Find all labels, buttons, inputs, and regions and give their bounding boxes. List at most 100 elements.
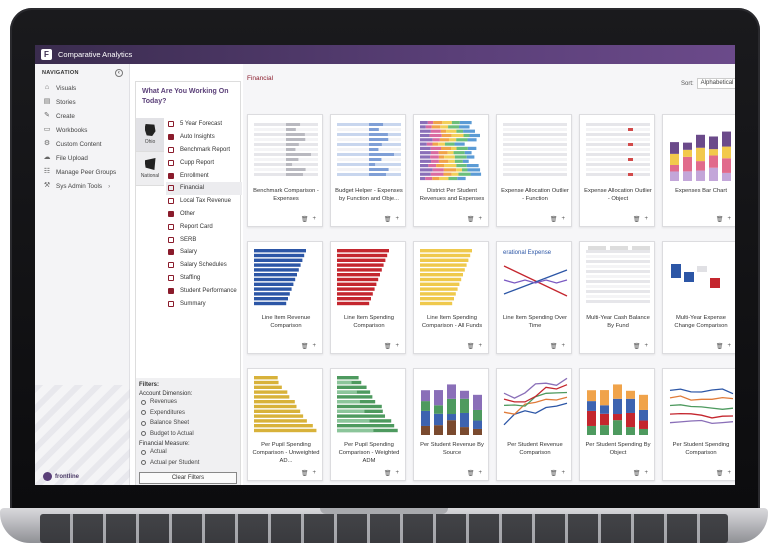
add-icon[interactable]: + [727, 216, 731, 222]
sidebar-item-stories[interactable]: ▤ Stories [35, 95, 129, 109]
category-item[interactable]: Cupp Report [166, 156, 242, 169]
category-item[interactable]: Summary [166, 297, 242, 310]
category-item[interactable]: Other [166, 208, 242, 221]
trash-icon[interactable]: 🗑 [632, 471, 641, 477]
visual-card[interactable]: erational Expense Line Item Spending Over… [496, 241, 572, 354]
trash-icon[interactable]: 🗑 [300, 344, 309, 350]
filter-option[interactable]: Actual per Student [139, 458, 237, 469]
state-tab-ohio[interactable]: Ohio [136, 118, 164, 152]
add-icon[interactable]: + [478, 470, 482, 476]
radio-icon[interactable] [141, 410, 146, 416]
visual-card-actions: 🗑 + [384, 216, 399, 223]
visual-card[interactable]: Budget Helper - Expenses by Function and… [330, 114, 406, 227]
trash-icon[interactable]: 🗑 [549, 217, 558, 223]
filter-option[interactable]: Budget to Actual [139, 429, 237, 440]
clear-filters-button[interactable]: Clear Filters [139, 472, 237, 484]
trash-icon[interactable]: 🗑 [383, 217, 392, 223]
table-flag [628, 128, 633, 131]
breadcrumb[interactable]: Financial [247, 75, 274, 82]
visual-card[interactable]: Per Student Revenue By Source 🗑 + [413, 368, 489, 481]
category-item[interactable]: Auto Insights [166, 131, 242, 144]
trash-icon[interactable]: 🗑 [466, 471, 475, 477]
visual-card[interactable]: Line Item Revenue Comparison 🗑 + [247, 241, 323, 354]
add-icon[interactable]: + [312, 216, 316, 222]
radio-icon[interactable] [141, 460, 146, 466]
radio-icon[interactable] [141, 399, 146, 405]
add-icon[interactable]: + [727, 470, 731, 476]
visual-card[interactable]: Multi-Year Cash Balance By Fund 🗑 + [579, 241, 655, 354]
visual-card[interactable]: Per Pupil Spending Comparison - Unweight… [247, 368, 323, 481]
filter-option[interactable]: Revenues [139, 397, 237, 408]
category-item[interactable]: Financial [166, 181, 242, 195]
sidebar-item-manage-peer-groups[interactable]: ☷ Manage Peer Groups [35, 165, 129, 179]
category-item[interactable]: Salary Schedules [166, 259, 242, 272]
add-icon[interactable]: + [644, 216, 648, 222]
sidebar-item-sys-admin-tools[interactable]: ⚒ Sys Admin Tools › [35, 179, 129, 193]
app-logo-icon[interactable]: F [41, 49, 52, 60]
visual-card[interactable]: Line Item Spending Comparison 🗑 + [330, 241, 406, 354]
radio-icon[interactable] [141, 420, 146, 426]
filter-option[interactable]: Expenditures [139, 408, 237, 419]
filter-option[interactable]: Actual [139, 447, 237, 458]
radio-icon[interactable] [141, 431, 146, 437]
sidebar-item-create[interactable]: ✎ Create [35, 109, 129, 123]
visual-card[interactable]: Per Pupil Spending Comparison - Weighted… [330, 368, 406, 481]
add-icon[interactable]: + [395, 216, 399, 222]
trash-icon[interactable]: 🗑 [466, 344, 475, 350]
sort-select[interactable]: Alphabetical [696, 78, 735, 89]
state-tab-national[interactable]: National [136, 152, 164, 186]
add-icon[interactable]: + [644, 470, 648, 476]
trash-icon[interactable]: 🗑 [549, 344, 558, 350]
visual-card[interactable]: Per Student Spending By Object 🗑 + [579, 368, 655, 481]
add-icon[interactable]: + [395, 470, 399, 476]
add-icon[interactable]: + [478, 343, 482, 349]
bar-segment [430, 155, 439, 159]
visual-card[interactable]: Line Item Spending Comparison - All Fund… [413, 241, 489, 354]
category-item[interactable]: Student Performance [166, 284, 242, 297]
table-bar [369, 168, 389, 171]
add-icon[interactable]: + [478, 216, 482, 222]
add-icon[interactable]: + [312, 343, 316, 349]
trash-icon[interactable]: 🗑 [466, 217, 475, 223]
trash-icon[interactable]: 🗑 [383, 344, 392, 350]
collapse-nav-icon[interactable]: ‹ [115, 69, 123, 77]
sidebar-item-visuals[interactable]: ⌂ Visuals [35, 81, 129, 95]
sidebar-item-workbooks[interactable]: ▭ Workbooks [35, 123, 129, 137]
sidebar-item-custom-content[interactable]: ⚙ Custom Content [35, 137, 129, 151]
category-item[interactable]: Enrollment [166, 169, 242, 182]
add-icon[interactable]: + [727, 343, 731, 349]
add-icon[interactable]: + [312, 470, 316, 476]
visual-card[interactable]: Per Student Revenue Comparison 🗑 + [496, 368, 572, 481]
trash-icon[interactable]: 🗑 [549, 471, 558, 477]
add-icon[interactable]: + [644, 343, 648, 349]
visual-card[interactable]: Expenses Bar Chart 🗑 + [662, 114, 735, 227]
visual-card[interactable]: Expense Allocation Outlier - Object 🗑 + [579, 114, 655, 227]
add-icon[interactable]: + [561, 343, 565, 349]
trash-icon[interactable]: 🗑 [300, 217, 309, 223]
trash-icon[interactable]: 🗑 [632, 344, 641, 350]
add-icon[interactable]: + [561, 470, 565, 476]
radio-icon[interactable] [141, 449, 146, 455]
category-item[interactable]: 5 Year Forecast [166, 118, 242, 131]
visual-card[interactable]: Benchmark Comparison - Expenses 🗑 + [247, 114, 323, 227]
category-item[interactable]: Staffing [166, 272, 242, 285]
category-item[interactable]: Salary [166, 246, 242, 259]
add-icon[interactable]: + [395, 343, 399, 349]
visual-card[interactable]: Multi-Year Expense Change Comparison 🗑 + [662, 241, 735, 354]
visual-card[interactable]: Expense Allocation Outlier - Function 🗑 + [496, 114, 572, 227]
category-item[interactable]: Local Tax Revenue [166, 195, 242, 208]
add-icon[interactable]: + [561, 216, 565, 222]
trash-icon[interactable]: 🗑 [715, 471, 724, 477]
category-item[interactable]: Benchmark Report [166, 144, 242, 157]
filter-option[interactable]: Balance Sheet [139, 418, 237, 429]
trash-icon[interactable]: 🗑 [632, 217, 641, 223]
trash-icon[interactable]: 🗑 [715, 344, 724, 350]
trash-icon[interactable]: 🗑 [300, 471, 309, 477]
trash-icon[interactable]: 🗑 [715, 217, 724, 223]
sidebar-item-file-upload[interactable]: ☁ File Upload [35, 151, 129, 165]
category-item[interactable]: SERB [166, 233, 242, 246]
category-item[interactable]: Report Card [166, 220, 242, 233]
visual-card[interactable]: District Per Student Revenues and Expens… [413, 114, 489, 227]
trash-icon[interactable]: 🗑 [383, 471, 392, 477]
visual-card[interactable]: Per Student Spending Comparison 🗑 + [662, 368, 735, 481]
